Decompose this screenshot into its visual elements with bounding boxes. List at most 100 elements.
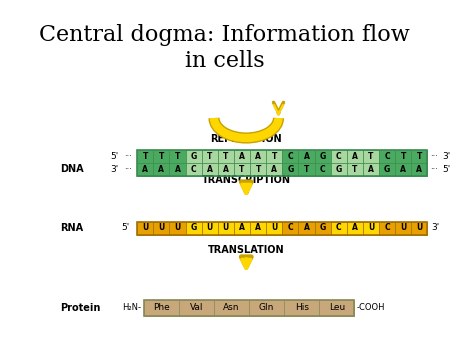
- Text: ···: ···: [430, 152, 438, 161]
- Bar: [347, 221, 363, 235]
- Text: TRANSCRIPTION: TRANSCRIPTION: [202, 175, 291, 185]
- Bar: [298, 150, 315, 163]
- Text: 3': 3': [431, 223, 440, 233]
- Text: TRANSLATION: TRANSLATION: [208, 245, 284, 255]
- Text: A: A: [416, 165, 422, 174]
- Bar: [266, 163, 282, 176]
- Bar: [363, 221, 379, 235]
- Text: U: U: [142, 223, 148, 233]
- Bar: [379, 150, 395, 163]
- Text: A: A: [304, 152, 310, 161]
- Text: T: T: [159, 152, 164, 161]
- Bar: [315, 150, 331, 163]
- Text: A: A: [158, 165, 164, 174]
- Bar: [202, 221, 218, 235]
- Text: A: A: [255, 223, 261, 233]
- Text: A: A: [352, 223, 358, 233]
- Bar: [320, 300, 355, 316]
- Bar: [331, 221, 347, 235]
- Text: T: T: [175, 152, 180, 161]
- Bar: [266, 150, 282, 163]
- Text: A: A: [223, 165, 229, 174]
- Text: T: T: [256, 165, 261, 174]
- Text: Protein: Protein: [60, 303, 101, 313]
- Text: ···: ···: [124, 152, 132, 161]
- Text: T: T: [352, 165, 358, 174]
- Text: 3': 3': [110, 165, 118, 174]
- Bar: [363, 163, 379, 176]
- Bar: [250, 163, 266, 176]
- Text: 3': 3': [443, 152, 450, 161]
- Bar: [331, 150, 347, 163]
- Text: U: U: [400, 223, 406, 233]
- Text: C: C: [191, 165, 196, 174]
- Bar: [395, 150, 411, 163]
- Bar: [234, 163, 250, 176]
- Text: G: G: [287, 165, 293, 174]
- Bar: [144, 300, 179, 316]
- Text: A: A: [239, 152, 245, 161]
- Bar: [202, 150, 218, 163]
- Text: H₂N-: H₂N-: [122, 304, 141, 313]
- Text: A: A: [304, 223, 310, 233]
- Bar: [185, 163, 202, 176]
- Bar: [169, 150, 185, 163]
- Bar: [298, 163, 315, 176]
- Text: G: G: [336, 165, 342, 174]
- Bar: [137, 150, 153, 163]
- Bar: [282, 163, 298, 176]
- Text: T: T: [239, 165, 245, 174]
- Text: Phe: Phe: [153, 304, 170, 313]
- Bar: [234, 221, 250, 235]
- Text: DNA: DNA: [60, 165, 84, 174]
- Text: T: T: [368, 152, 373, 161]
- Bar: [179, 300, 214, 316]
- Bar: [395, 163, 411, 176]
- Text: C: C: [288, 152, 293, 161]
- Text: A: A: [142, 165, 148, 174]
- Bar: [169, 221, 185, 235]
- Text: A: A: [400, 165, 406, 174]
- Bar: [185, 221, 202, 235]
- Text: Asn: Asn: [223, 304, 240, 313]
- Bar: [137, 221, 153, 235]
- Text: C: C: [288, 223, 293, 233]
- Text: T: T: [304, 165, 309, 174]
- Text: T: T: [400, 152, 406, 161]
- Bar: [169, 163, 185, 176]
- Bar: [266, 221, 282, 235]
- Text: REPLICATION: REPLICATION: [211, 134, 282, 144]
- Bar: [153, 163, 169, 176]
- Text: T: T: [223, 152, 229, 161]
- Bar: [137, 163, 153, 176]
- Bar: [202, 163, 218, 176]
- Bar: [315, 221, 331, 235]
- Bar: [153, 221, 169, 235]
- Text: Val: Val: [190, 304, 203, 313]
- Text: C: C: [336, 223, 342, 233]
- Text: RNA: RNA: [60, 223, 83, 233]
- Bar: [250, 150, 266, 163]
- Text: U: U: [271, 223, 277, 233]
- Bar: [379, 221, 395, 235]
- Bar: [331, 163, 347, 176]
- Bar: [411, 150, 428, 163]
- Bar: [214, 300, 249, 316]
- Text: 5': 5': [110, 152, 118, 161]
- Bar: [218, 150, 234, 163]
- Text: A: A: [271, 165, 277, 174]
- Bar: [347, 150, 363, 163]
- Bar: [218, 163, 234, 176]
- Text: Central dogma: Information flow
in cells: Central dogma: Information flow in cells: [39, 24, 410, 72]
- Text: A: A: [352, 152, 358, 161]
- Bar: [284, 300, 319, 316]
- Text: A: A: [239, 223, 245, 233]
- Text: U: U: [223, 223, 229, 233]
- Bar: [185, 150, 202, 163]
- Text: G: G: [320, 152, 326, 161]
- Text: T: T: [417, 152, 422, 161]
- Bar: [379, 163, 395, 176]
- Text: 5': 5': [443, 165, 450, 174]
- Text: T: T: [271, 152, 277, 161]
- Text: U: U: [207, 223, 213, 233]
